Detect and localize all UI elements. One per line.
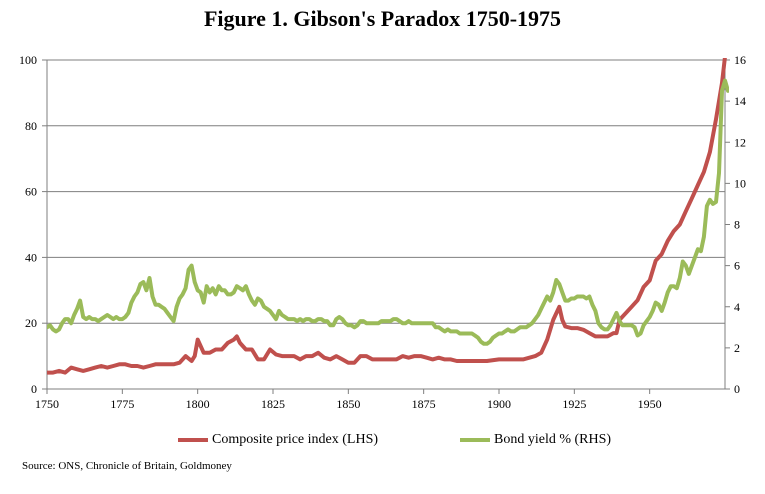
- legend-swatch-yield: [460, 438, 490, 442]
- y-left-tick-20: 20: [25, 316, 37, 330]
- y-right-tick-0: 0: [734, 382, 740, 396]
- y-left-tick-0: 0: [31, 382, 37, 396]
- legend-swatch-price: [178, 438, 208, 442]
- legend-price: Composite price index (LHS): [178, 432, 378, 448]
- legend-yield: Bond yield % (RHS): [460, 432, 611, 448]
- axes: [42, 59, 730, 394]
- y-left-tick-100: 100: [19, 53, 37, 67]
- source-note: Source: ONS, Chronicle of Britain, Goldm…: [22, 460, 232, 472]
- legend-label-price: Composite price index (LHS): [212, 432, 379, 447]
- series-lines: [47, 58, 729, 375]
- y-right-tick-16: 16: [734, 53, 746, 67]
- y-right-tick-12: 12: [734, 135, 746, 149]
- y-right-tick-10: 10: [734, 176, 746, 190]
- y-right-tick-8: 8: [734, 218, 740, 232]
- y-left-tick-40: 40: [25, 250, 37, 264]
- x-tick-1750: 1750: [35, 397, 59, 411]
- y-right-tick-6: 6: [734, 259, 740, 273]
- x-tick-1850: 1850: [336, 397, 360, 411]
- y-right-tick-2: 2: [734, 341, 740, 355]
- y-right-tick-14: 14: [734, 94, 746, 108]
- legend-label-yield: Bond yield % (RHS): [494, 432, 612, 447]
- x-tick-1800: 1800: [186, 397, 210, 411]
- series-line-price-index: [47, 58, 727, 375]
- x-tick-1825: 1825: [261, 397, 285, 411]
- tick-labels: 0 20 40 60 80 100 0 2 4 6 8 10 12 14 16 1750 1775 1800 182…: [19, 53, 746, 411]
- y-left-tick-60: 60: [25, 185, 37, 199]
- x-tick-1900: 1900: [487, 397, 511, 411]
- x-tick-1875: 1875: [412, 397, 436, 411]
- y-left-tick-80: 80: [25, 119, 37, 133]
- x-tick-1775: 1775: [110, 397, 134, 411]
- chart-title: Figure 1. Gibson's Paradox 1750-1975: [203, 6, 562, 31]
- x-tick-1950: 1950: [638, 397, 662, 411]
- x-tick-1925: 1925: [562, 397, 586, 411]
- y-right-tick-4: 4: [734, 300, 740, 314]
- series-line-bond-yield: [47, 78, 729, 346]
